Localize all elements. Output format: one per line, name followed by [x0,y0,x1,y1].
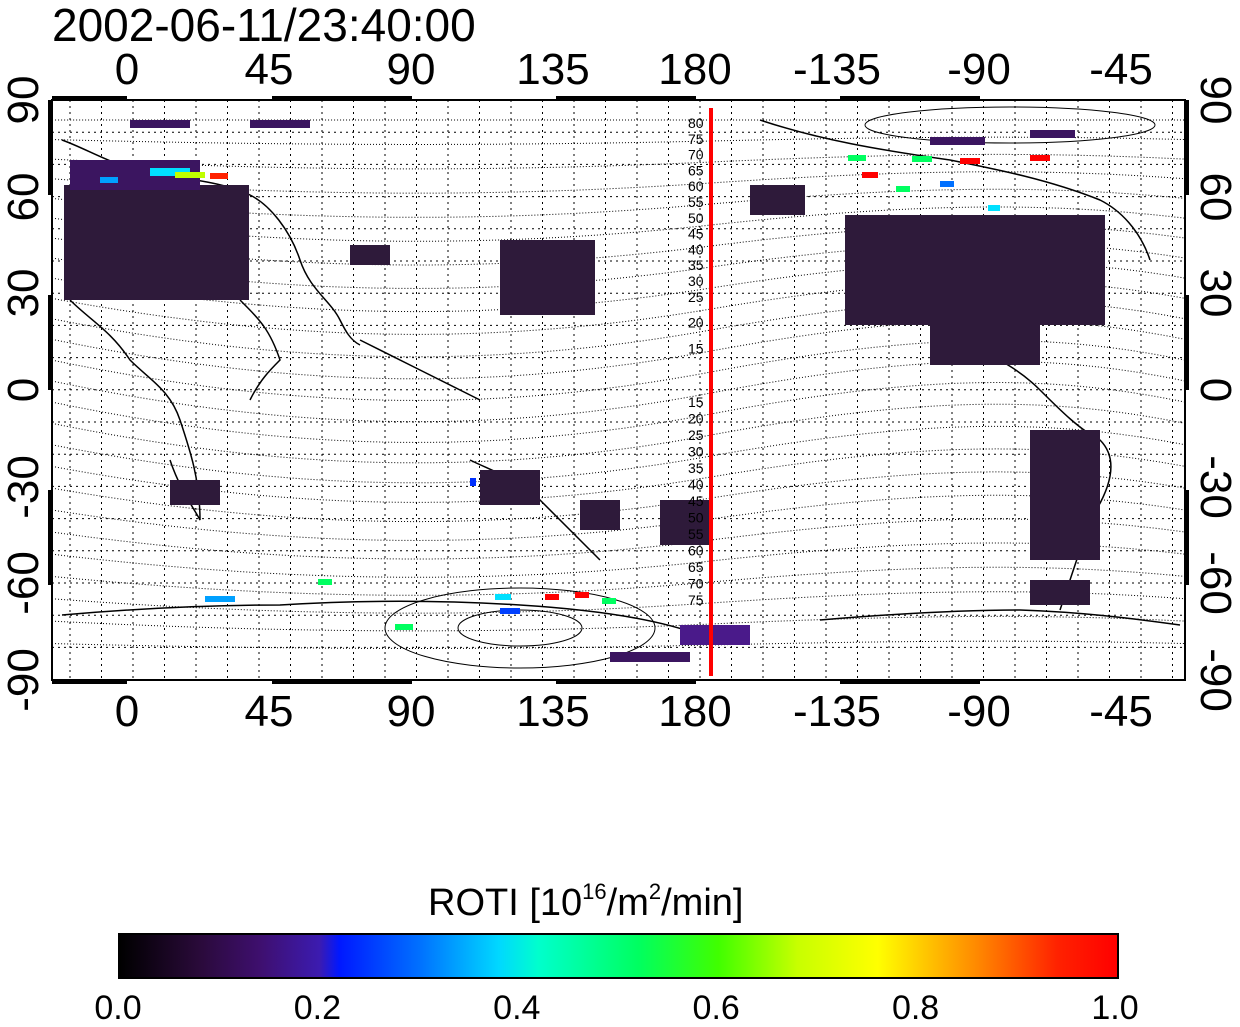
lon-tick-top: -45 [1051,48,1191,92]
contour-label: 45 [688,226,704,242]
lon-tick-bottom: -135 [767,690,907,734]
contour-label: 80 [688,115,704,131]
contour-label: 65 [688,162,704,178]
lat-tick-left: -90 [2,620,46,740]
contour-label: 20 [688,411,704,427]
contour-label: 75 [688,131,704,147]
lon-tick-bottom: 135 [483,690,623,734]
contour-label: 60 [688,543,704,559]
colorbar-tick-label: 0.4 [467,990,567,1026]
contour-label: 40 [688,241,704,257]
contour-label: 65 [688,559,704,575]
contour-label: 45 [688,493,704,509]
lon-tick-bottom: -45 [1051,690,1191,734]
lon-tick-bottom: 90 [341,690,481,734]
lon-tick-top: 45 [199,48,339,92]
contour-label: 25 [688,289,704,305]
colorbar-tick-label: 0.8 [866,990,966,1026]
contour-label: 15 [688,340,704,356]
colorbar-tick-label: 0.6 [666,990,766,1026]
lon-tick-bottom: -90 [909,690,1049,734]
contour-label: 35 [688,460,704,476]
contour-label: 30 [688,273,704,289]
contour-label: 55 [688,526,704,542]
lon-tick-top: -90 [909,48,1049,92]
colorbar-title: ROTI [1016/m2/min] [428,872,743,923]
contour-label: 75 [688,592,704,608]
contour-label: 70 [688,576,704,592]
contour-label: 50 [688,210,704,226]
contour-label: 40 [688,477,704,493]
lat-tick-right: -90 [1193,620,1237,740]
contour-label: 15 [688,394,704,410]
colorbar-tick-label: 0.0 [68,990,168,1026]
lon-tick-bottom: 180 [625,690,765,734]
lon-tick-bottom: 0 [57,690,197,734]
contour-label: 50 [688,510,704,526]
lon-tick-top: 135 [483,48,623,92]
lon-tick-top: 180 [625,48,765,92]
colorbar-tick-label: 1.0 [1065,990,1165,1026]
lon-tick-top: 0 [57,48,197,92]
contour-label: 25 [688,427,704,443]
lon-tick-top: 90 [341,48,481,92]
contour-label: 30 [688,444,704,460]
contour-label: 70 [688,147,704,163]
contour-label: 55 [688,194,704,210]
roti-colorbar [118,933,1119,979]
contour-label: 35 [688,257,704,273]
roti-world-map: 8075706560555045403530252015152025303540… [0,0,1240,720]
contour-label: 20 [688,315,704,331]
colorbar-tick-label: 0.2 [267,990,367,1026]
lon-tick-bottom: 45 [199,690,339,734]
contour-label: 60 [688,178,704,194]
lon-tick-top: -135 [767,48,907,92]
